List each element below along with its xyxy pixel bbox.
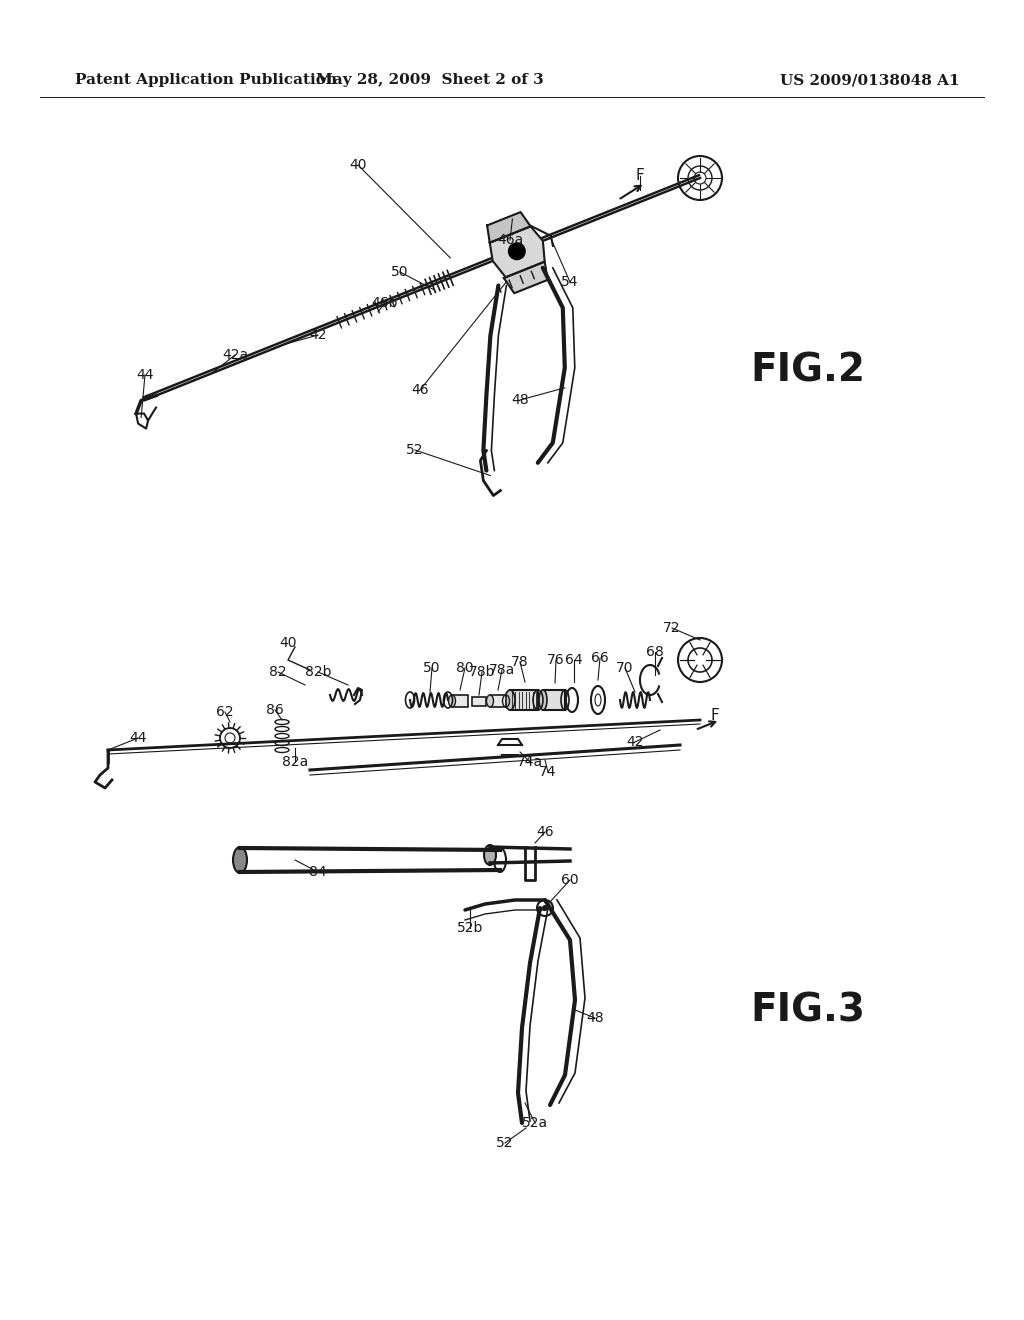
Text: 44: 44 bbox=[136, 368, 154, 381]
Text: 76: 76 bbox=[547, 653, 565, 667]
Circle shape bbox=[508, 243, 526, 260]
Text: 52b: 52b bbox=[457, 921, 483, 935]
Text: 50: 50 bbox=[391, 265, 409, 279]
Text: Patent Application Publication: Patent Application Publication bbox=[75, 73, 337, 87]
Ellipse shape bbox=[484, 845, 496, 865]
Text: 64: 64 bbox=[565, 653, 583, 667]
Text: 60: 60 bbox=[561, 873, 579, 887]
Circle shape bbox=[542, 906, 548, 911]
Bar bbox=[543, 690, 565, 710]
Text: 54: 54 bbox=[561, 275, 579, 289]
Bar bbox=[452, 696, 468, 708]
Text: 46b: 46b bbox=[372, 296, 398, 310]
Text: May 28, 2009  Sheet 2 of 3: May 28, 2009 Sheet 2 of 3 bbox=[316, 73, 544, 87]
Text: 74a: 74a bbox=[517, 755, 543, 770]
Text: 48: 48 bbox=[586, 1011, 604, 1026]
Text: 48: 48 bbox=[511, 393, 528, 407]
Text: 72: 72 bbox=[664, 620, 681, 635]
Text: 70: 70 bbox=[616, 661, 634, 675]
Text: 52: 52 bbox=[407, 444, 424, 457]
Text: FIG.3: FIG.3 bbox=[750, 991, 865, 1030]
Text: 80: 80 bbox=[456, 661, 474, 675]
Bar bbox=[472, 697, 486, 706]
Text: 74: 74 bbox=[540, 766, 557, 779]
Polygon shape bbox=[487, 213, 530, 243]
Text: 82a: 82a bbox=[282, 755, 308, 770]
Text: 40: 40 bbox=[349, 158, 367, 172]
Text: 44: 44 bbox=[129, 731, 146, 744]
Ellipse shape bbox=[539, 690, 547, 710]
Text: 42a: 42a bbox=[222, 348, 248, 362]
Text: 46: 46 bbox=[412, 383, 429, 397]
Ellipse shape bbox=[486, 696, 494, 708]
Text: 82b: 82b bbox=[305, 665, 331, 678]
Text: 86: 86 bbox=[266, 704, 284, 717]
Text: 42: 42 bbox=[309, 327, 327, 342]
Text: F: F bbox=[710, 708, 719, 722]
Text: 62: 62 bbox=[216, 705, 233, 719]
Bar bbox=[490, 696, 506, 708]
Bar bbox=[510, 690, 538, 710]
Text: 40: 40 bbox=[280, 636, 297, 649]
Text: 52a: 52a bbox=[522, 1115, 548, 1130]
Text: 78: 78 bbox=[511, 655, 528, 669]
Text: US 2009/0138048 A1: US 2009/0138048 A1 bbox=[780, 73, 959, 87]
Text: 52: 52 bbox=[497, 1137, 514, 1150]
Text: 84: 84 bbox=[309, 865, 327, 879]
Polygon shape bbox=[489, 226, 545, 277]
Text: 46a: 46a bbox=[497, 234, 523, 247]
Text: 82: 82 bbox=[269, 665, 287, 678]
Text: 42: 42 bbox=[627, 735, 644, 748]
Text: 46: 46 bbox=[537, 825, 554, 840]
Ellipse shape bbox=[449, 696, 456, 708]
Text: F: F bbox=[636, 169, 644, 183]
Text: FIG.2: FIG.2 bbox=[750, 351, 865, 389]
Polygon shape bbox=[504, 261, 548, 293]
Text: 78a: 78a bbox=[488, 663, 515, 677]
Text: 50: 50 bbox=[423, 661, 440, 675]
Ellipse shape bbox=[505, 690, 515, 710]
Ellipse shape bbox=[233, 847, 247, 873]
Text: 78b: 78b bbox=[469, 665, 496, 678]
Text: 68: 68 bbox=[646, 645, 664, 659]
Text: 66: 66 bbox=[591, 651, 609, 665]
